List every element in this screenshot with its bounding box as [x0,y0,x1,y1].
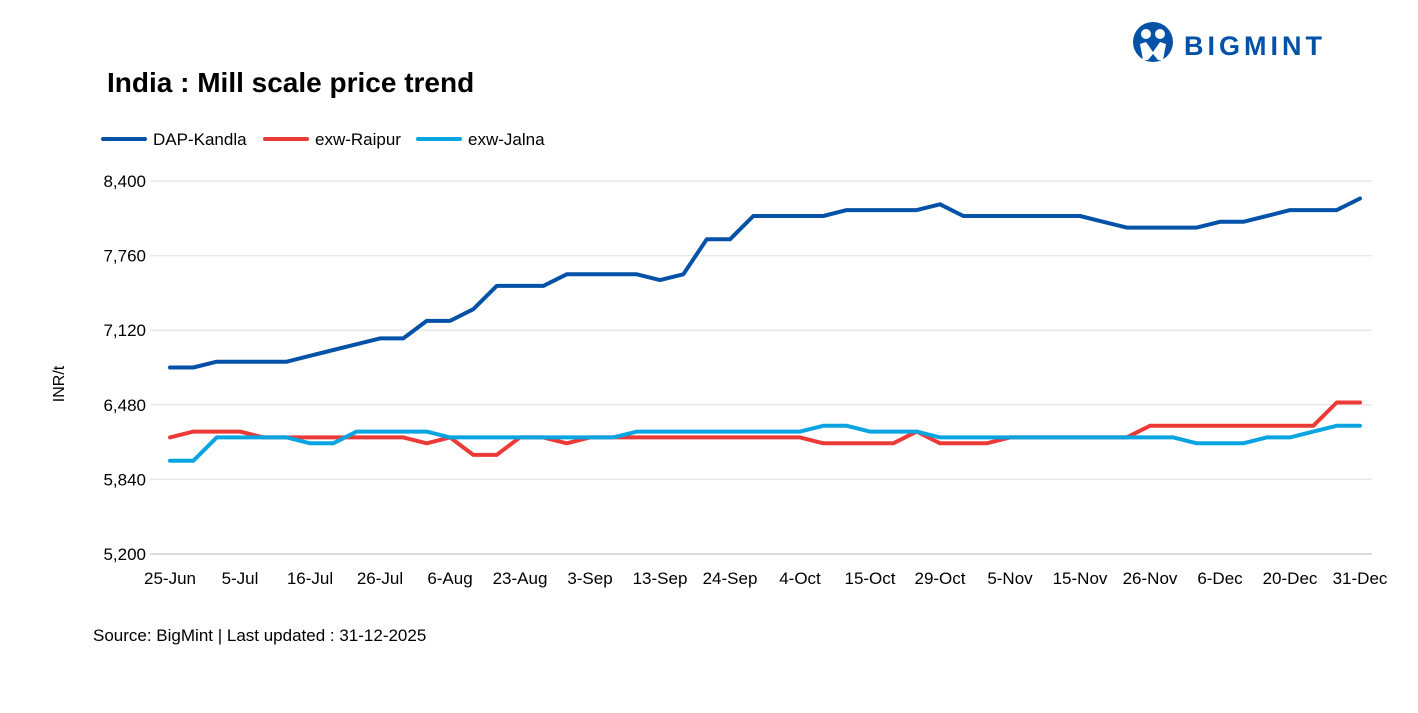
x-tick-label: 26-Nov [1123,569,1178,588]
series-line-exw-jalna [168,423,1362,463]
x-tick-label: 15-Oct [844,569,895,588]
x-axis: 25-Jun 5-Jul 16-Jul 26-Jul 6-Aug 23-Aug 3-Sep 1… [144,569,1388,588]
legend-label: DAP-Kandla [153,130,247,149]
x-tick-label: 6-Aug [427,569,472,588]
x-tick-label: 25-Jun [144,569,196,588]
x-tick-label: 24-Sep [703,569,758,588]
y-tick-label: 5,200 [103,545,146,564]
y-tick-label: 6,480 [103,396,146,415]
y-tick-label: 7,760 [103,247,146,266]
series-line-dap-kandla [168,196,1362,370]
x-tick-label: 31-Dec [1333,569,1388,588]
y-tick-label: 7,120 [103,321,146,340]
logo-icon [1133,22,1173,62]
x-tick-label: 6-Dec [1197,569,1243,588]
y-axis: 5,200 5,840 6,480 7,120 7,760 8,400 [103,172,146,564]
source-note: Source: BigMint | Last updated : 31-12-2… [93,626,426,645]
logo: BIGMINT [1133,22,1326,62]
x-tick-label: 16-Jul [287,569,333,588]
x-tick-label: 20-Dec [1263,569,1318,588]
series-line-exw-raipur [168,400,1362,457]
x-tick-label: 29-Oct [914,569,965,588]
y-tick-label: 5,840 [103,470,146,489]
y-tick-label: 8,400 [103,172,146,191]
x-tick-label: 5-Nov [987,569,1033,588]
legend: DAP-Kandla exw-Raipur exw-Jalna [101,130,545,149]
logo-text: BIGMINT [1184,31,1326,61]
series-lines [168,196,1362,463]
y-axis-label: INR/t [51,365,68,402]
x-tick-label: 26-Jul [357,569,403,588]
chart-title: India : Mill scale price trend [107,67,474,98]
legend-label: exw-Raipur [315,130,401,149]
x-tick-label: 13-Sep [633,569,688,588]
x-tick-label: 4-Oct [779,569,821,588]
x-tick-label: 15-Nov [1053,569,1108,588]
x-tick-label: 3-Sep [567,569,612,588]
grid [150,180,1372,555]
x-tick-label: 23-Aug [493,569,548,588]
legend-label: exw-Jalna [468,130,545,149]
x-tick-label: 5-Jul [222,569,259,588]
